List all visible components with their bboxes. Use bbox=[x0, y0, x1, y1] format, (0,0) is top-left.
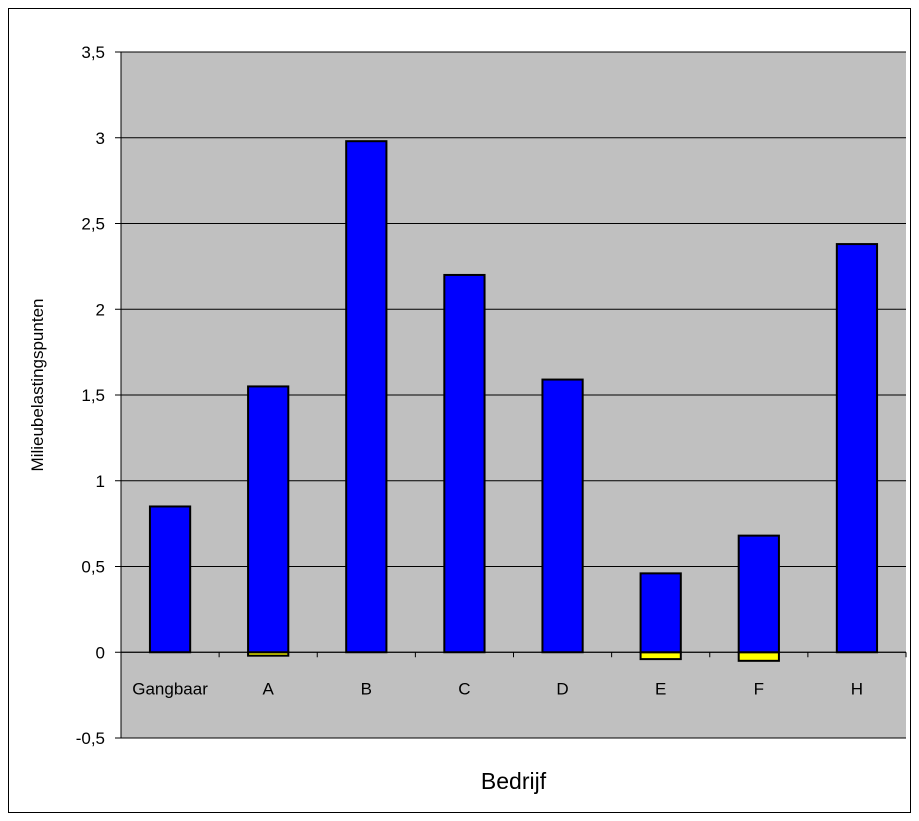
y-tick-label: 1 bbox=[96, 472, 105, 491]
y-tick-label: 2,5 bbox=[81, 215, 105, 234]
y-axis: -0,5 0 0,5 1 1,5 2 2,5 3 3,5 bbox=[76, 43, 122, 748]
bar-positive bbox=[835, 243, 879, 654]
x-tick-label: A bbox=[263, 679, 275, 698]
x-axis: Gangbaar A B C D E F H bbox=[120, 651, 907, 698]
x-tick-label: Gangbaar bbox=[132, 679, 208, 698]
bar-positive bbox=[345, 140, 388, 654]
bar-positive bbox=[639, 572, 682, 654]
bar-positive bbox=[541, 378, 584, 654]
bar-positive bbox=[148, 505, 192, 654]
bar-negative bbox=[639, 651, 682, 661]
bars-positive bbox=[148, 140, 879, 654]
y-axis-title: Milieubelastingspunten bbox=[28, 299, 47, 472]
bar-positive bbox=[443, 273, 486, 654]
x-tick-label: D bbox=[556, 679, 568, 698]
x-axis-title: Bedrijf bbox=[481, 768, 547, 794]
x-tick-label: C bbox=[458, 679, 470, 698]
y-tick-label: 0,5 bbox=[81, 558, 105, 577]
bar-negative bbox=[737, 651, 780, 662]
x-tick-label: E bbox=[655, 679, 666, 698]
y-tick-label: -0,5 bbox=[76, 729, 105, 748]
y-tick-label: 0 bbox=[96, 643, 105, 662]
x-tick-label: B bbox=[361, 679, 372, 698]
y-tick-label: 1,5 bbox=[81, 386, 105, 405]
y-tick-label: 2 bbox=[96, 300, 105, 319]
x-tick-label: F bbox=[754, 679, 764, 698]
bar-positive bbox=[247, 385, 290, 654]
y-tick-label: 3,5 bbox=[81, 43, 105, 62]
bar-positive bbox=[737, 534, 780, 654]
y-tick-label: 3 bbox=[96, 129, 105, 148]
x-tick-label: H bbox=[851, 679, 863, 698]
